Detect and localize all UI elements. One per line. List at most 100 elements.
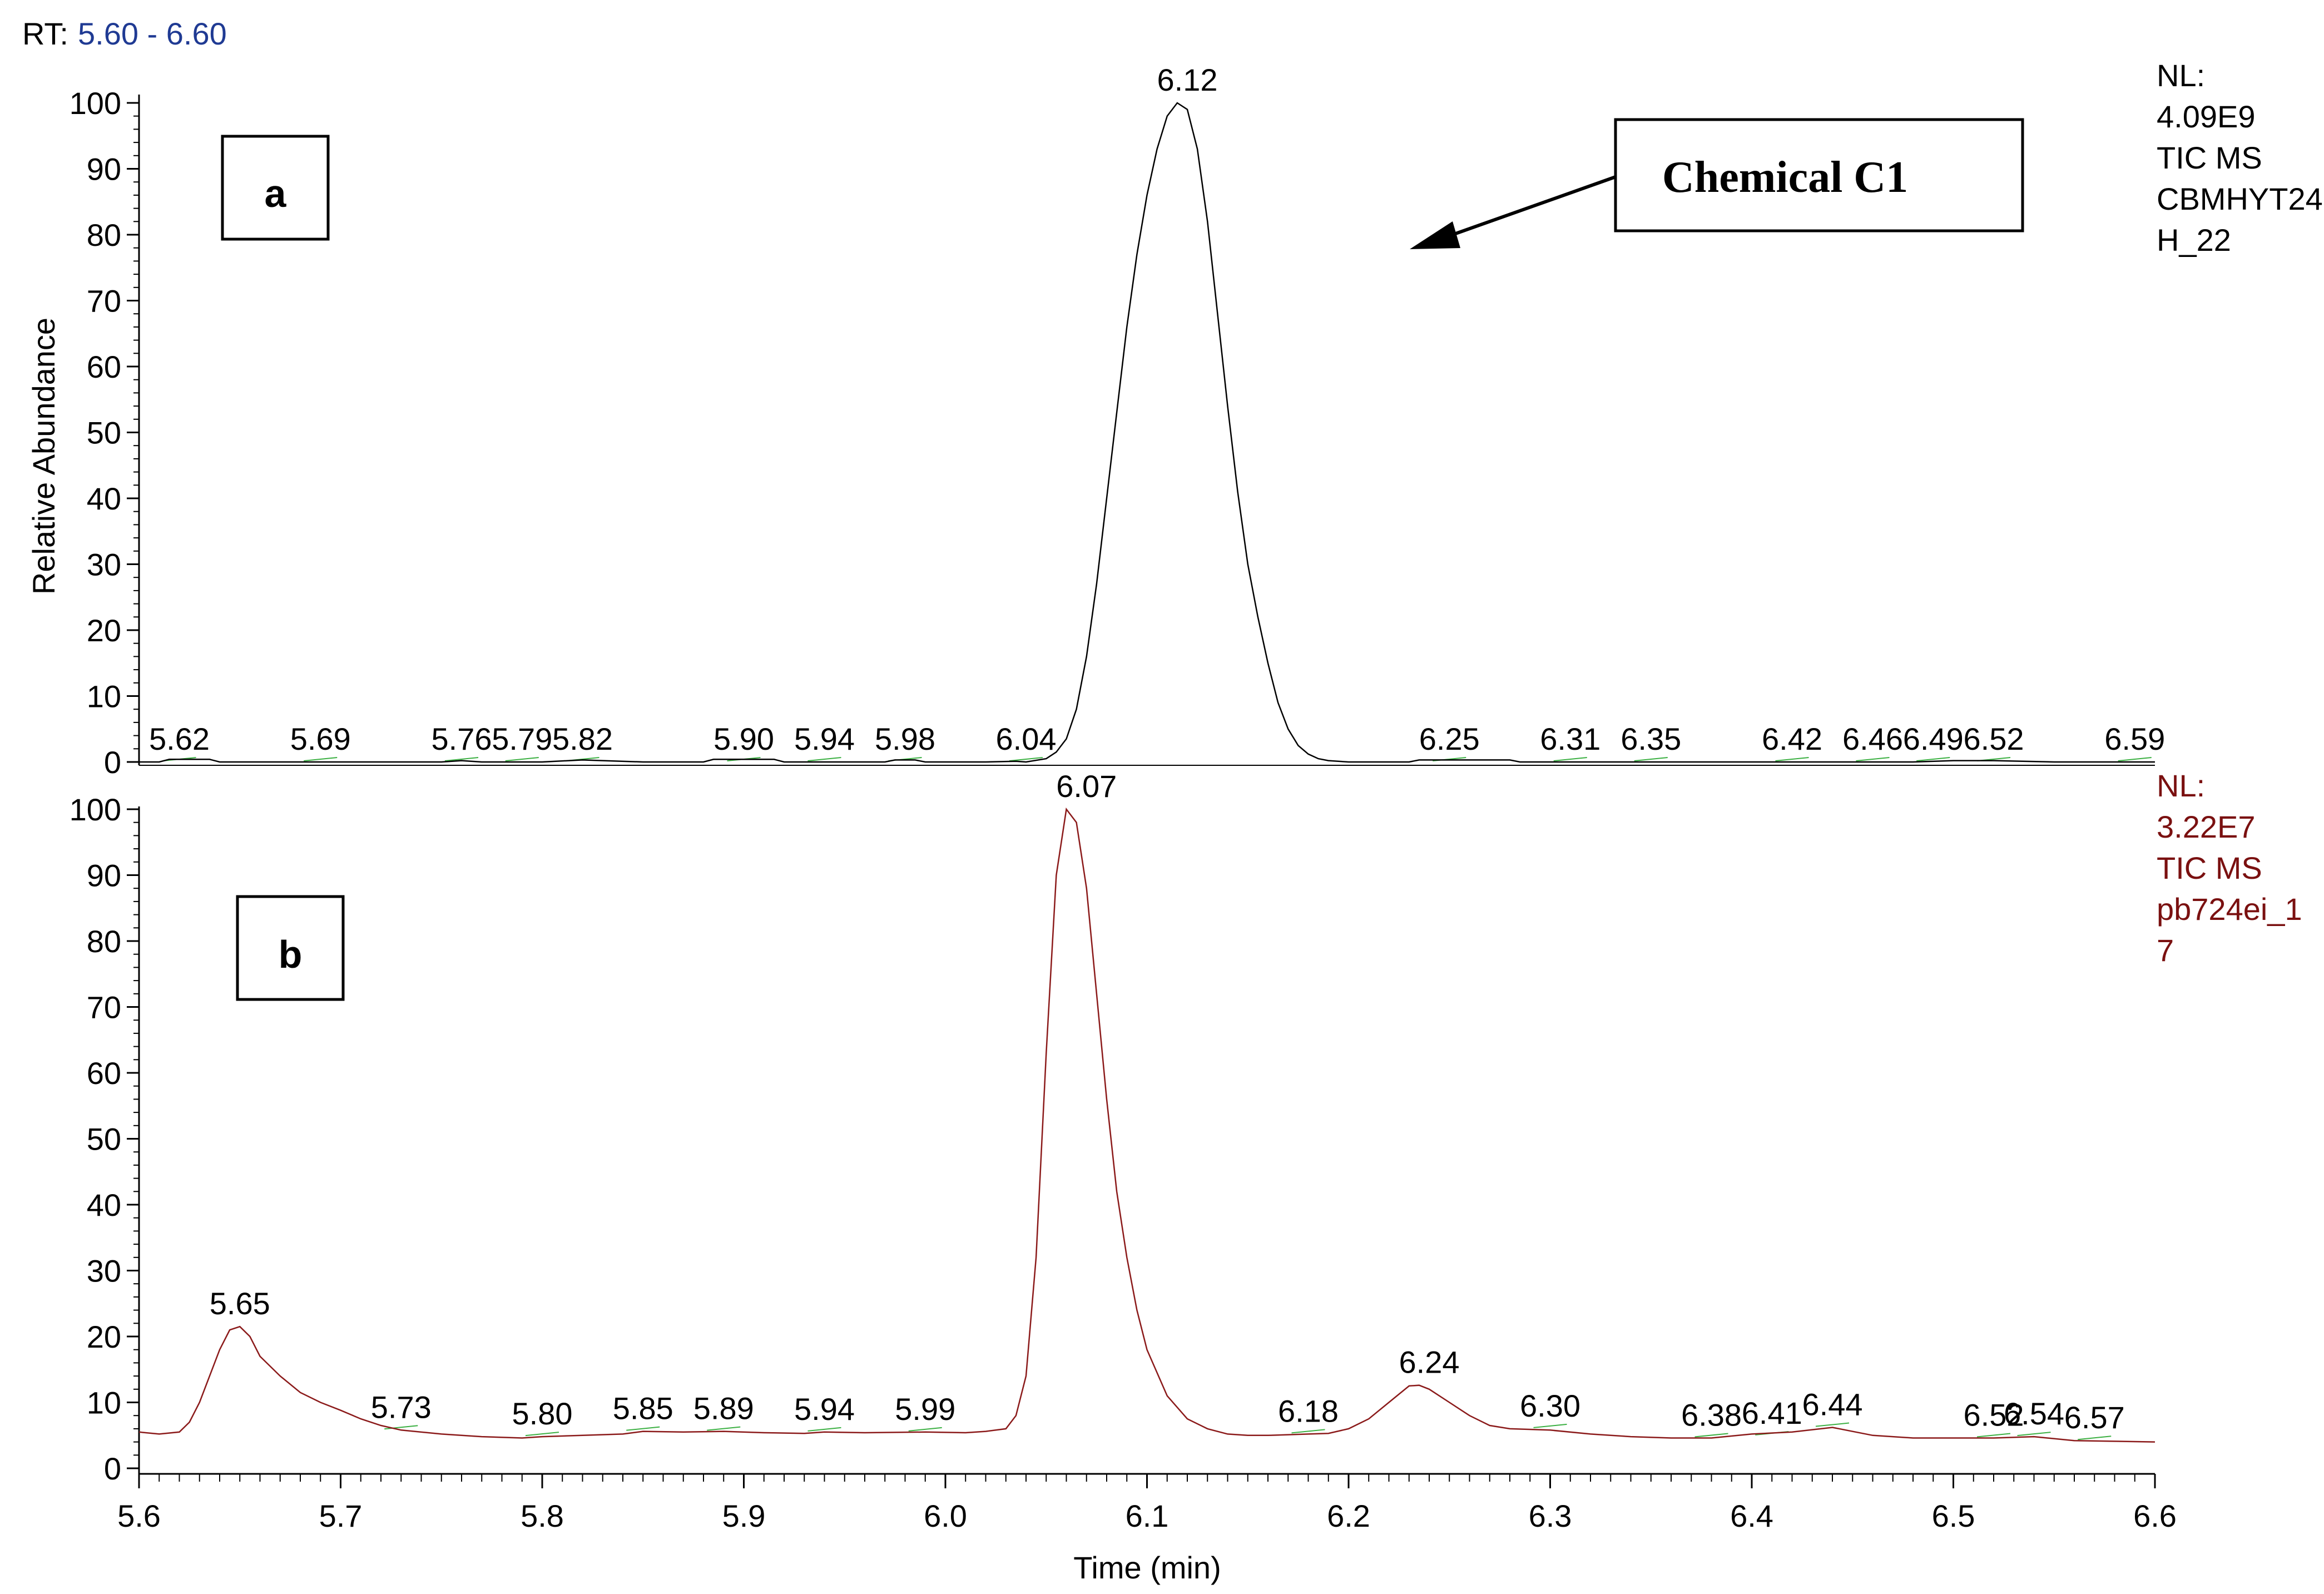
panel-b-label: b — [279, 933, 303, 976]
panel-a-y-ticks: 0 10 20 30 40 50 60 70 80 90 100 — [70, 86, 139, 780]
peak-marker — [807, 757, 841, 761]
peak-marker — [807, 1427, 841, 1432]
peak-label: 6.04 — [996, 721, 1057, 756]
panel-a-label-box — [221, 135, 330, 241]
peak-label: 5.79 — [492, 721, 552, 756]
chemical-callout-arrow-line — [1442, 175, 1617, 240]
panel-a-trace — [139, 102, 2155, 763]
peak-marker — [384, 1425, 418, 1430]
y-tick-label: 0 — [104, 1451, 121, 1486]
y-tick-label: 30 — [87, 1254, 121, 1289]
x-tick-label: 6.2 — [1327, 1498, 1370, 1533]
peak-marker — [1775, 757, 1809, 761]
peak-label: 6.07 — [1056, 769, 1117, 804]
panel-a-info: NL: 4.09E9 TIC MS CBMHYT24 H_22 — [2157, 58, 2323, 258]
peak-label: 6.31 — [1540, 721, 1600, 756]
peak-marker — [1976, 1433, 2011, 1438]
peak-marker — [444, 757, 479, 761]
peak-label: 5.65 — [210, 1286, 270, 1321]
x-axis-title: Time (min) — [1073, 1550, 1221, 1585]
peak-label: 6.49 — [1903, 721, 1964, 756]
peak-label: 5.99 — [895, 1392, 955, 1427]
peak-marker — [1553, 757, 1587, 761]
peak-marker — [505, 757, 539, 761]
peak-marker — [525, 1432, 559, 1437]
peak-label: 5.98 — [875, 721, 935, 756]
peak-label: 6.12 — [1157, 62, 1218, 97]
peak-label: 6.52 — [1964, 721, 2024, 756]
panel-b-label-box — [236, 895, 345, 1001]
peak-marker — [1815, 1422, 1850, 1427]
peak-label: 5.69 — [290, 721, 351, 756]
chemical-callout-arrowhead — [1410, 221, 1460, 249]
y-tick-label: 20 — [87, 613, 121, 648]
peak-label: 6.44 — [1802, 1387, 1863, 1422]
peak-label: 6.54 — [2004, 1396, 2064, 1431]
x-tick-label: 6.0 — [924, 1498, 967, 1533]
peak-marker — [707, 1426, 741, 1431]
y-tick-label: 100 — [70, 792, 121, 827]
peak-label: 5.94 — [794, 721, 855, 756]
peak-label: 6.41 — [1742, 1395, 1802, 1430]
peak-label: 5.62 — [149, 721, 210, 756]
peak-label: 6.35 — [1621, 721, 1681, 756]
x-tick-label: 5.7 — [319, 1498, 363, 1533]
x-tick-label: 6.5 — [1932, 1498, 1975, 1533]
y-tick-label: 10 — [87, 1385, 121, 1420]
peak-label: 5.94 — [794, 1392, 855, 1427]
chemical-callout-box — [1614, 118, 2024, 232]
y-tick-label: 50 — [87, 415, 121, 451]
peak-label: 6.42 — [1762, 721, 1822, 756]
peak-label: 6.59 — [2104, 721, 2165, 756]
rt-label: RT: — [22, 16, 68, 51]
peak-marker — [1856, 757, 1890, 761]
info-line: pb724ei_1 — [2157, 892, 2302, 927]
peak-label: 6.38 — [1681, 1397, 1742, 1432]
x-tick-label: 6.1 — [1126, 1498, 1169, 1533]
info-line: 4.09E9 — [2157, 99, 2256, 134]
y-tick-label: 70 — [87, 990, 121, 1025]
panel-a-label: a — [265, 172, 287, 215]
peak-label: 6.24 — [1399, 1345, 1460, 1380]
y-tick-label: 30 — [87, 547, 121, 582]
x-tick-label: 6.6 — [2133, 1498, 2177, 1533]
info-line: NL: — [2157, 768, 2205, 803]
peak-marker — [1634, 757, 1668, 761]
info-line: 3.22E7 — [2157, 809, 2256, 844]
panel-a-peak-labels: 5.62 5.69 5.76 5.79 5.82 5.90 5.94 5.98 6.04 6.12… — [149, 62, 2165, 761]
y-tick-label: 60 — [87, 1056, 121, 1091]
peak-label: 6.57 — [2064, 1400, 2125, 1435]
info-line: 7 — [2157, 933, 2174, 968]
y-tick-label: 40 — [87, 481, 121, 516]
panel-b-y-ticks: 0 10 20 30 40 50 60 70 80 90 100 — [70, 792, 139, 1486]
x-tick-label: 5.9 — [722, 1498, 766, 1533]
info-line: CBMHYT24 — [2157, 181, 2323, 216]
peak-label: 6.52 — [1964, 1397, 2024, 1432]
rt-range: 5.60 - 6.60 — [78, 16, 227, 51]
x-axis-ticks: 5.6 5.7 5.8 5.9 6.0 6.1 6.2 6.3 6.4 6.5 6.6 — [117, 1474, 2177, 1533]
peak-label: 6.46 — [1842, 721, 1903, 756]
y-tick-label: 60 — [87, 349, 121, 384]
y-tick-label: 50 — [87, 1122, 121, 1157]
peak-label: 5.82 — [552, 721, 613, 756]
info-line: H_22 — [2157, 222, 2231, 258]
info-line: TIC MS — [2157, 850, 2262, 885]
peak-marker — [626, 1426, 660, 1431]
chemical-callout-label: Chemical C1 — [1662, 153, 1908, 202]
y-tick-label: 100 — [70, 86, 121, 121]
y-axis-title: Relative Abundance — [26, 318, 61, 595]
y-tick-label: 20 — [87, 1319, 121, 1354]
y-tick-label: 40 — [87, 1187, 121, 1222]
y-tick-label: 0 — [104, 745, 121, 780]
peak-label: 6.30 — [1520, 1388, 1580, 1423]
peak-marker — [304, 757, 338, 761]
peak-marker — [1533, 1423, 1567, 1428]
x-tick-label: 6.4 — [1730, 1498, 1773, 1533]
peak-label: 5.85 — [613, 1391, 673, 1426]
peak-label: 6.18 — [1278, 1393, 1339, 1428]
peak-marker — [2118, 757, 2152, 761]
y-tick-label: 90 — [87, 858, 121, 893]
panel-b-peak-labels: 5.65 5.73 5.80 5.85 5.89 5.94 5.99 6.07 6.18 6.24… — [210, 769, 2125, 1440]
